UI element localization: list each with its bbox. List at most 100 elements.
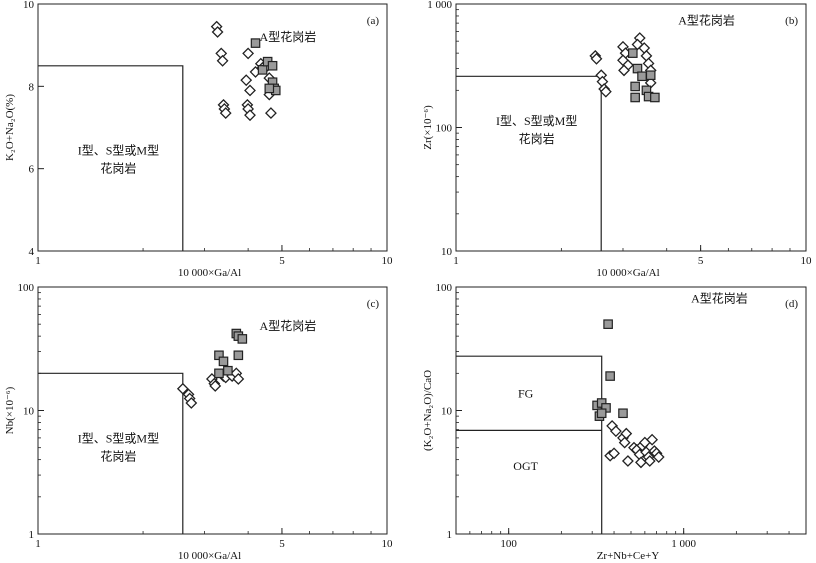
y-tick-label: 8 [29, 81, 35, 93]
y-tick-label: 4 [29, 246, 35, 258]
data-point-square [223, 365, 233, 376]
panel-label: (c) [367, 298, 380, 310]
y-tick-label: 6 [29, 164, 35, 176]
region-label: 花岗岩 [100, 449, 136, 464]
data-point-square [237, 334, 248, 344]
data-point-diamond [185, 397, 198, 409]
classification-boundary [456, 75, 602, 251]
data-point-diamond [176, 382, 189, 395]
classification-boundary [38, 372, 184, 534]
y-tick-label: 1 [447, 529, 453, 541]
x-axis-label: Zr+Nb+Ce+Y [597, 550, 660, 562]
data-point-diamond [646, 433, 659, 446]
data-point-diamond [209, 380, 222, 392]
data-point-diamond [635, 456, 647, 469]
x-tick-label: 100 [500, 538, 517, 550]
data-point-square [628, 48, 638, 58]
region-label: A型花岗岩 [691, 290, 748, 305]
y-tick-label: 100 [436, 282, 453, 294]
x-axis-label: 10 000×Ga/Al [178, 550, 241, 562]
data-point-diamond [240, 74, 253, 87]
data-point-square [618, 408, 628, 419]
data-point-diamond [244, 109, 256, 122]
panel-d: 100 1 000 1 10 100 Zr+Nb+Ce+Y (K₂O+Na₂O)/CaO (d… [422, 282, 807, 562]
y-tick-label: 100 [436, 123, 453, 135]
x-tick-label: 10 [801, 255, 813, 267]
plot-frame [37, 286, 388, 535]
data-point-diamond [590, 52, 603, 65]
data-point-square [257, 65, 268, 75]
plot-frame [37, 3, 388, 252]
data-point-square [596, 408, 607, 419]
data-point-square [218, 356, 229, 367]
data-point-square [250, 38, 261, 48]
data-point-diamond [232, 373, 245, 385]
x-tick-label: 10 [382, 538, 394, 550]
data-point-diamond [621, 455, 634, 467]
data-point-square [637, 71, 647, 82]
data-point-diamond [265, 107, 277, 120]
data-point-square [605, 371, 615, 381]
y-tick-label: 1 000 [427, 0, 452, 11]
data-point-diamond [219, 107, 232, 120]
x-axis-label: 10 000×Ga/Al [178, 267, 241, 279]
x-tick-label: 5 [279, 538, 285, 550]
data-point-diamond [211, 26, 224, 38]
x-axis-label: 10 000×Ga/Al [596, 267, 659, 279]
region-label: I型、S型或M型 [78, 143, 159, 157]
x-tick-label: 5 [698, 255, 704, 267]
y-axis-label: (K₂O+Na₂O)/CaO [422, 370, 434, 451]
y-tick-label: 10 [441, 246, 453, 258]
panel-label: (b) [785, 15, 798, 27]
region-label: FG [518, 386, 534, 400]
y-tick-label: 10 [23, 0, 35, 11]
panel-label: (d) [785, 298, 798, 310]
x-tick-label: 5 [279, 255, 285, 267]
y-axis-label: K₂O+Na₂O(%) [4, 94, 16, 161]
data-point-square [264, 83, 275, 94]
region-label: A型花岗岩 [260, 318, 317, 333]
data-point-diamond [608, 447, 620, 460]
y-tick-label: 10 [441, 406, 453, 418]
x-tick-label: 1 [453, 255, 459, 267]
data-point-diamond [620, 427, 633, 440]
data-point-diamond [652, 451, 665, 463]
region-label: 花岗岩 [519, 131, 555, 146]
data-point-square [645, 70, 656, 81]
data-point-diamond [643, 455, 656, 467]
panel-c: 1 5 10 1 10 100 10 000×Ga/Al Nb(×10⁻⁶) (c) A型花岗岩 I… [4, 282, 393, 562]
region-label: 花岗岩 [100, 160, 136, 175]
x-tick-label: 10 [382, 255, 394, 267]
region-label: A型花岗岩 [678, 13, 735, 28]
data-point-square [630, 81, 640, 92]
region-label: I型、S型或M型 [496, 114, 577, 128]
x-tick-label: 1 000 [671, 538, 696, 550]
x-tick-label: 1 [35, 538, 41, 550]
y-axis-label: Zr(×10⁻⁶) [422, 105, 434, 150]
data-point-diamond [609, 425, 622, 438]
data-point-square [233, 350, 244, 361]
classification-boundary [38, 65, 184, 251]
data-point-diamond [244, 84, 256, 97]
data-point-diamond [599, 85, 612, 98]
data-point-square [267, 60, 278, 71]
panel-label: (a) [367, 15, 380, 27]
plot-frame [455, 286, 807, 535]
data-point-diamond [242, 47, 255, 60]
classification-boundary [456, 355, 603, 534]
x-tick-label: 1 [35, 255, 41, 267]
data-point-diamond [216, 54, 229, 67]
data-point-diamond [618, 64, 630, 77]
panel-a: 1 5 10 4 6 8 10 10 000×Ga/Al K₂O+Na₂O(%) (a) A型花岗岩… [4, 0, 393, 279]
data-point-square [630, 92, 640, 103]
data-point-square [650, 92, 660, 103]
y-axis-label: Nb(×10⁻⁶) [4, 386, 16, 434]
y-tick-label: 10 [23, 406, 35, 418]
data-point-diamond [618, 436, 631, 449]
region-label: I型、S型或M型 [78, 432, 159, 446]
y-tick-label: 1 [29, 529, 35, 541]
region-label: A型花岗岩 [260, 29, 317, 44]
data-point-square [214, 368, 224, 379]
data-point-square [603, 319, 613, 329]
